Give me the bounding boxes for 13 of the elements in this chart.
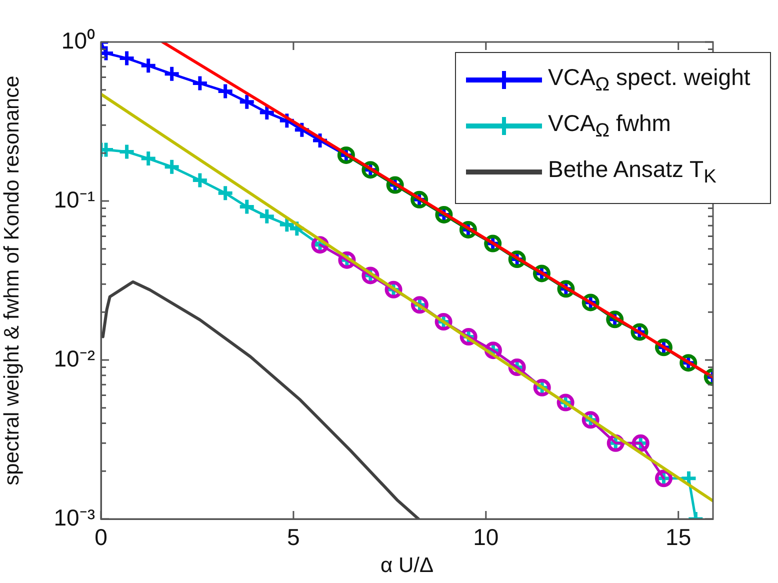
y-tick-label: 10⁻²: [54, 345, 96, 372]
y-axis-title: spectral weight & fwhm of Kondo resonance: [0, 76, 24, 486]
x-tick-label: 15: [666, 524, 692, 550]
x-tick-label: 0: [94, 524, 108, 550]
x-tick-label: 10: [473, 524, 499, 550]
y-tick-label: 10⁰: [61, 27, 95, 54]
legend-label: VCA$_{Ω}$ spect. weight: [548, 64, 750, 96]
legend-label: Bethe Ansatz T$_{K}$: [548, 156, 716, 188]
y-tick-label: 10⁻³: [54, 504, 96, 530]
x-axis-title: α U/Δ: [380, 554, 434, 578]
x-tick-label: 5: [287, 524, 300, 550]
y-tick-label: 10⁻¹: [54, 186, 96, 212]
legend-label: VCA$_{Ω}$ fwhm: [548, 110, 671, 142]
